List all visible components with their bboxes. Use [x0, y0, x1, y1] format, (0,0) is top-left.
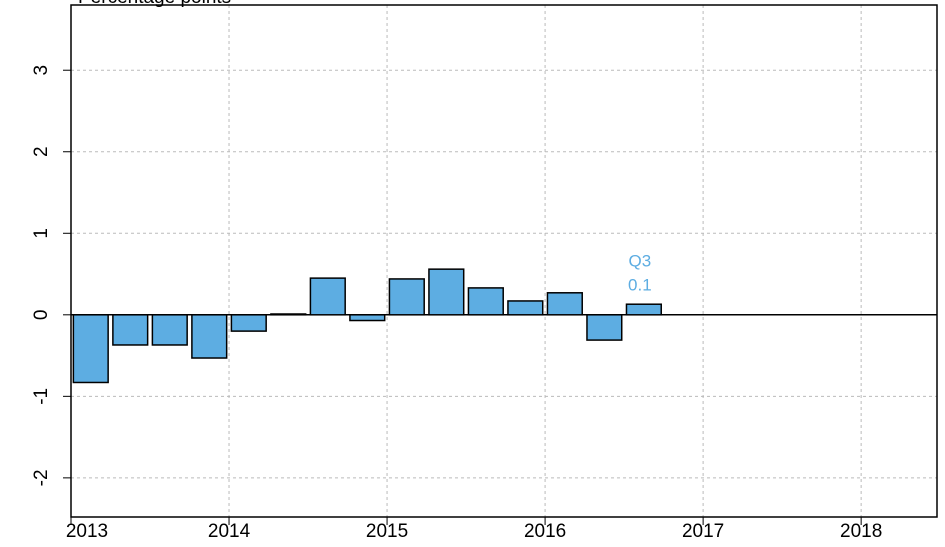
x-tick-label: 2018 — [840, 521, 882, 542]
bar — [270, 313, 307, 316]
bar — [586, 314, 623, 341]
bar — [349, 314, 386, 322]
y-tick-label: -1 — [31, 388, 52, 405]
bar — [428, 268, 465, 316]
y-tick-label: -2 — [31, 469, 52, 486]
y-tick-label: 0 — [31, 310, 52, 321]
bar — [230, 314, 267, 332]
bar — [467, 287, 504, 316]
bar — [151, 314, 188, 346]
bar — [309, 277, 346, 316]
x-tick-label: 2017 — [682, 521, 724, 542]
bar — [507, 300, 544, 316]
bar — [546, 292, 583, 316]
x-tick-label: 2016 — [524, 521, 566, 542]
bar — [625, 303, 662, 316]
bar — [388, 278, 425, 316]
bar — [112, 314, 149, 346]
bar — [191, 314, 228, 359]
x-tick-label: 2015 — [366, 521, 408, 542]
x-tick-label: 2013 — [66, 521, 108, 542]
plot-frame — [70, 4, 938, 518]
y-tick-label: 3 — [31, 65, 52, 76]
bar — [72, 314, 109, 384]
annotation: Q3 — [629, 251, 652, 270]
y-tick-label: 1 — [31, 228, 52, 239]
x-tick-label: 2014 — [208, 521, 251, 542]
chart-title: Percentage points — [78, 0, 231, 8]
annotation: 0.1 — [628, 275, 652, 294]
y-tick-label: 2 — [31, 146, 52, 157]
